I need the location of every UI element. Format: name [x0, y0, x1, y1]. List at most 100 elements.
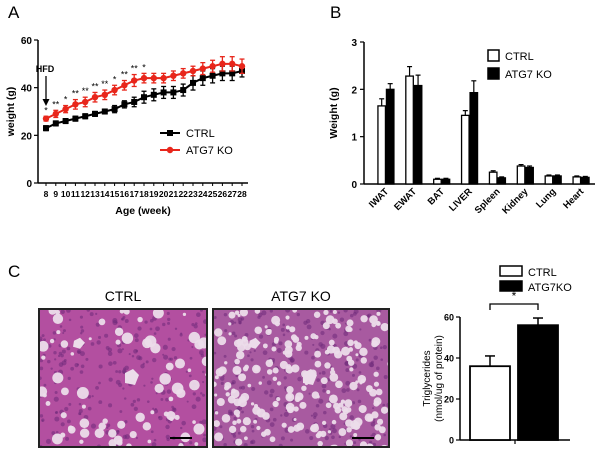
lipid-droplet: [119, 310, 125, 314]
lipid-droplet: [317, 430, 323, 437]
lipid-droplet: [159, 373, 171, 385]
nucleus: [152, 357, 157, 363]
nucleus: [80, 325, 84, 329]
nucleus: [339, 317, 345, 322]
lipid-droplet: [268, 359, 273, 363]
lipid-droplet: [304, 335, 309, 340]
nucleus: [330, 424, 336, 430]
lipid-droplet: [376, 418, 384, 425]
a-significance-star: **: [101, 79, 109, 89]
a-point-ko: [82, 98, 89, 106]
c-y-axis-title: Triglycerides: [422, 350, 433, 406]
nucleus: [47, 359, 51, 364]
b-category-label: EWAT: [392, 186, 419, 213]
lipid-droplet: [265, 328, 272, 336]
lipid-droplet: [49, 338, 55, 344]
nucleus: [108, 361, 113, 366]
nucleus: [54, 416, 60, 422]
nucleus: [192, 392, 196, 396]
nucleus: [304, 429, 310, 434]
b-bar-ctrl: [544, 175, 554, 185]
nucleus: [376, 366, 380, 371]
lipid-droplet: [314, 350, 322, 358]
nucleus: [118, 382, 123, 388]
lipid-droplet: [239, 425, 247, 433]
lipid-droplet: [102, 418, 108, 424]
lipid-droplet: [126, 443, 132, 446]
nucleus: [96, 444, 102, 446]
lipid-droplet: [331, 419, 337, 425]
nucleus: [202, 380, 205, 384]
lipid-droplet: [147, 439, 152, 444]
lipid-droplet: [321, 420, 327, 426]
nucleus: [353, 310, 359, 314]
lipid-droplet: [137, 316, 143, 323]
nucleus: [165, 434, 170, 440]
nucleus: [202, 370, 205, 374]
nucleus: [133, 333, 139, 338]
a-point-ko: [121, 82, 128, 89]
a-point-ctrl: [131, 98, 138, 105]
nucleus: [47, 344, 52, 348]
nucleus: [153, 438, 157, 442]
lipid-droplet: [313, 423, 319, 428]
nucleus: [87, 406, 92, 411]
nucleus: [144, 320, 148, 324]
nucleus: [214, 351, 217, 355]
a-point-ctrl: [111, 106, 118, 113]
lipid-droplet: [225, 392, 230, 397]
nucleus: [168, 357, 172, 361]
nucleus: [145, 360, 149, 364]
micrograph-ko-label: ATG7 KO: [271, 288, 331, 304]
a-x-tick-label: 23: [188, 189, 198, 199]
nucleus: [258, 312, 263, 317]
lipid-droplet: [221, 414, 231, 423]
lipid-droplet: [60, 340, 69, 348]
nucleus: [106, 423, 111, 427]
nucleus: [370, 434, 373, 437]
nucleus: [331, 428, 337, 434]
nucleus: [80, 329, 85, 333]
lipid-droplet: [347, 327, 353, 332]
nucleus: [55, 430, 59, 434]
lipid-droplet: [163, 411, 169, 417]
nucleus: [41, 334, 45, 338]
nucleus: [332, 333, 338, 339]
nucleus: [162, 353, 165, 356]
lipid-droplet: [144, 335, 157, 348]
nucleus: [79, 370, 84, 374]
nucleus: [166, 311, 170, 316]
nucleus: [124, 420, 128, 424]
nucleus: [142, 362, 145, 365]
nucleus: [358, 371, 362, 374]
lipid-droplet: [369, 315, 378, 324]
nucleus: [372, 420, 376, 424]
b-y-tick-label: 2: [351, 85, 357, 96]
a-significance-star: *: [113, 74, 117, 84]
nucleus: [146, 400, 150, 403]
nucleus: [251, 429, 255, 433]
nucleus: [322, 388, 326, 393]
a-significance-star: *: [142, 62, 146, 72]
nucleus: [359, 328, 362, 331]
c-significance-bracket: [489, 303, 539, 310]
lipid-droplet: [285, 402, 295, 412]
lipid-droplet: [116, 439, 123, 446]
nucleus: [264, 390, 269, 395]
nucleus: [108, 403, 113, 408]
nucleus: [283, 376, 287, 380]
nucleus: [343, 310, 348, 313]
lipid-droplet: [360, 357, 368, 364]
lipid-droplet: [314, 334, 319, 340]
a-significance-star: **: [121, 70, 129, 80]
nucleus: [76, 363, 79, 366]
lipid-droplet: [317, 440, 323, 446]
lipid-droplet: [273, 339, 279, 344]
nucleus: [158, 415, 163, 421]
nucleus: [108, 377, 113, 382]
lipid-droplet: [328, 394, 338, 404]
micrograph-ctrl-image: [40, 310, 206, 446]
a-x-tick-label: 14: [100, 189, 110, 199]
nucleus: [234, 321, 237, 324]
lipid-droplet: [45, 401, 51, 406]
